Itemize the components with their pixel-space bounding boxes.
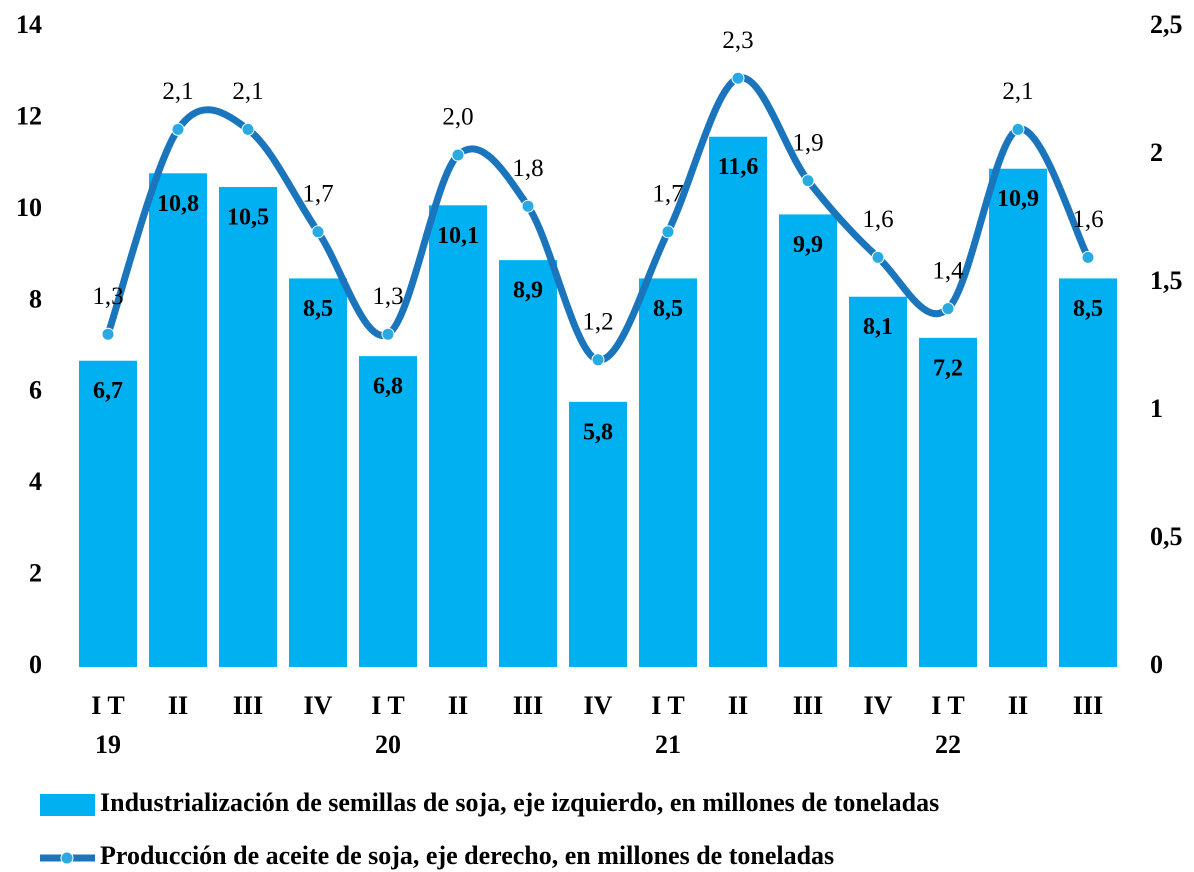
line-value-label: 1,3 [92,283,123,310]
line-marker [661,225,675,239]
y2-tick-label: 0,5 [1150,522,1183,551]
line-value-label: 1,7 [652,181,683,208]
bar-value-label: 9,9 [793,232,823,258]
line-value-label: 1,9 [792,129,823,156]
line-marker [871,250,885,264]
bar [219,187,277,667]
bar [149,173,207,668]
bar-value-label: 10,5 [227,205,269,231]
line-value-label: 1,4 [932,257,964,284]
y-tick-label: 6 [29,376,42,405]
y-tick-label: 10 [16,193,42,222]
legend-swatch [40,794,95,816]
y-tick-label: 2 [29,559,42,588]
y2-tick-label: 1 [1150,394,1163,423]
line-marker [731,71,745,85]
x-tick-label: I T 22 [931,691,965,759]
x-tick-label: II [1008,691,1028,720]
line-value-label: 1,6 [1072,206,1103,233]
y-tick-label: 14 [16,10,42,39]
bar-value-label: 7,2 [933,355,963,381]
x-tick-label: IV [304,691,333,720]
legend-label: Industrialización de semillas de soja, e… [100,788,939,817]
x-tick-label: III [793,691,823,720]
bar [1059,278,1117,667]
line-marker [171,122,185,136]
bar-value-label: 10,1 [437,223,479,249]
bar [709,136,767,667]
bar [79,360,137,667]
x-tick-label: II [168,691,188,720]
x-tick-label: IV [864,691,893,720]
x-tick-label: II [728,691,748,720]
x-tick-label: III [1073,691,1103,720]
bar [569,401,627,667]
legend-label: Producción de aceite de soja, eje derech… [100,841,834,870]
line-value-label: 2,1 [162,78,193,105]
bar-value-label: 8,1 [863,314,893,340]
line-value-label: 1,3 [372,283,403,310]
bar-value-label: 6,7 [93,378,123,404]
bar-value-label: 10,8 [157,191,199,217]
x-tick-label: I T 20 [371,691,405,759]
bar [499,260,557,667]
bar-value-label: 5,8 [583,419,613,445]
line-value-label: 1,7 [302,181,333,208]
y-tick-label: 12 [16,101,42,130]
line-marker [381,327,395,341]
bar [779,214,837,667]
bar-value-label: 8,9 [513,278,543,304]
bar-value-label: 10,9 [997,186,1039,212]
line-marker [521,199,535,213]
bar [429,205,487,668]
line-marker [1081,250,1095,264]
line-marker [241,122,255,136]
legend-marker [60,851,74,865]
line-value-label: 2,0 [442,104,473,131]
bar-value-label: 8,5 [653,296,683,322]
x-tick-label: II [448,691,468,720]
y-tick-label: 0 [29,650,42,679]
x-tick-label: I T 21 [651,691,685,759]
line-value-label: 1,2 [582,309,613,336]
y2-tick-label: 1,5 [1150,266,1183,295]
line-value-label: 2,1 [232,78,263,105]
line-marker [311,225,325,239]
y-tick-label: 4 [29,467,42,496]
line-value-label: 2,1 [1002,78,1033,105]
y2-tick-label: 2,5 [1150,10,1183,39]
line-marker [1011,122,1025,136]
x-tick-label: I T 19 [91,691,125,759]
bar [919,337,977,667]
x-tick-label: III [233,691,263,720]
line-marker [101,327,115,341]
line-marker [591,353,605,367]
line-marker [941,302,955,316]
bar [849,296,907,667]
line-marker [451,148,465,162]
y2-tick-label: 2 [1150,138,1163,167]
x-tick-label: IV [584,691,613,720]
bar [989,168,1047,667]
bar [639,278,697,667]
y-tick-label: 8 [29,284,42,313]
bar-value-label: 8,5 [303,296,333,322]
line-value-label: 2,3 [722,27,753,54]
bar [359,356,417,667]
x-tick-label: III [513,691,543,720]
bar-value-label: 6,8 [373,374,403,400]
bar-value-label: 11,6 [718,154,759,180]
y2-tick-label: 0 [1150,650,1163,679]
line-marker [801,174,815,188]
bar-value-label: 8,5 [1073,296,1103,322]
line-value-label: 1,8 [512,155,543,182]
line-value-label: 1,6 [862,206,893,233]
bar [289,278,347,667]
